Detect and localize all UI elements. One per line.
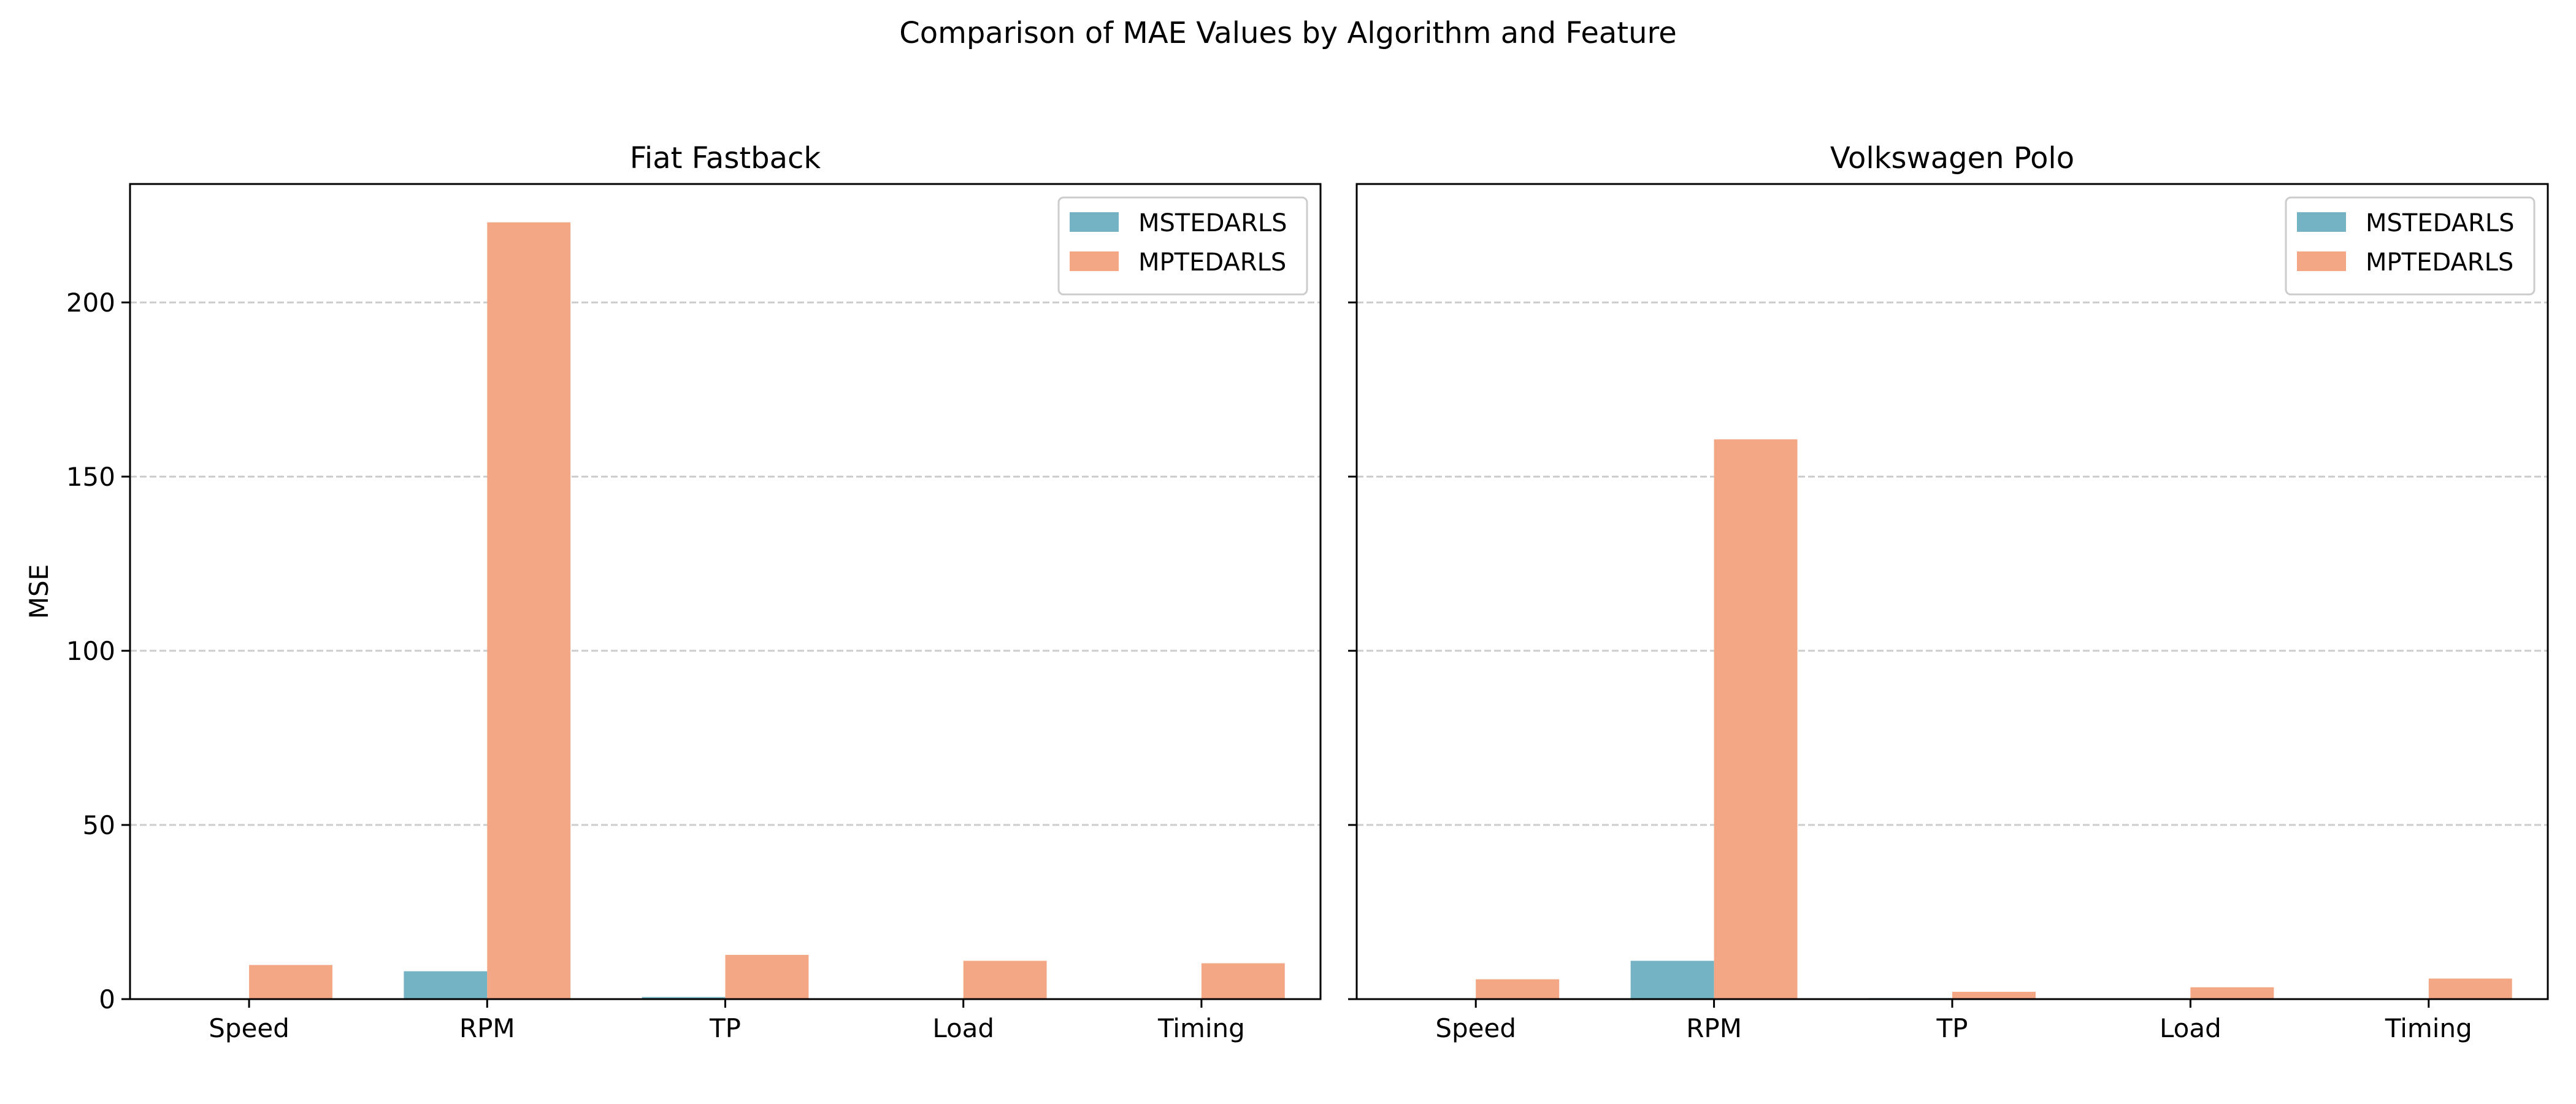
legend: MSTEDARLS MPTEDARLS	[2285, 196, 2536, 296]
bar-mptedarls-timing	[1201, 963, 1285, 999]
x-tick-label: TP	[709, 1013, 741, 1043]
bar-mptedarls-speed	[249, 965, 332, 999]
bar-mptedarls-tp	[725, 954, 809, 999]
x-tick-label: Timing	[1157, 1013, 1245, 1043]
x-tick-label: TP	[1936, 1013, 1968, 1043]
legend-label: MSTEDARLS	[1138, 209, 1287, 237]
bar-mptedarls-speed	[1476, 979, 1560, 999]
bar-mptedarls-load	[963, 960, 1047, 999]
bar-mptedarls-rpm	[487, 222, 571, 999]
x-tick-label: RPM	[459, 1013, 515, 1043]
x-tick-label: RPM	[1686, 1013, 1742, 1043]
y-tick-label: 50	[83, 810, 115, 840]
subplot-title: Volkswagen Polo	[1830, 141, 2074, 175]
y-tick-label: 0	[99, 984, 115, 1014]
x-tick-label: Timing	[2385, 1013, 2472, 1043]
chart-panel-2: Speed RPM TP Load Timing Volkswagen Polo MSTED…	[1348, 141, 2549, 1043]
legend: MSTEDARLS MPTEDARLS	[1057, 196, 1308, 296]
chart-panels: 0 50 100 150 200 Speed RPM TP Load Timing Fiat Fas…	[24, 141, 2549, 1043]
bar-mptedarls-load	[2190, 987, 2274, 999]
legend-label: MPTEDARLS	[2366, 248, 2513, 277]
legend-label: MSTEDARLS	[2366, 209, 2515, 237]
y-axis-label: MSE	[24, 564, 54, 619]
x-tick-label: Load	[932, 1013, 994, 1043]
bar-mptedarls-tp	[1952, 992, 2036, 999]
figure-suptitle: Comparison of MAE Values by Algorithm an…	[899, 16, 1677, 50]
bar-mstedarls-rpm	[1630, 960, 1714, 999]
y-tick-label: 150	[66, 462, 115, 492]
chart-panel-1: 0 50 100 150 200 Speed RPM TP Load Timing Fiat Fas…	[24, 141, 1322, 1043]
x-tick-label: Speed	[209, 1013, 289, 1043]
legend-label: MPTEDARLS	[1138, 248, 1286, 277]
legend-swatch	[1070, 251, 1119, 271]
legend-box	[2285, 196, 2536, 296]
bar-mptedarls-rpm	[1714, 439, 1798, 999]
bar-mstedarls-tp	[642, 997, 726, 999]
legend-swatch	[2297, 212, 2346, 232]
x-tick-label: Load	[2160, 1013, 2221, 1043]
bar-mstedarls-rpm	[404, 971, 488, 999]
legend-box	[1057, 196, 1308, 296]
legend-swatch	[1070, 212, 1119, 232]
y-tick-label: 100	[66, 636, 115, 666]
y-tick-label: 200	[66, 288, 115, 318]
subplot-title: Fiat Fastback	[630, 141, 821, 175]
bar-mptedarls-timing	[2428, 978, 2512, 999]
legend-swatch	[2297, 251, 2346, 271]
x-tick-label: Speed	[1435, 1013, 1516, 1043]
